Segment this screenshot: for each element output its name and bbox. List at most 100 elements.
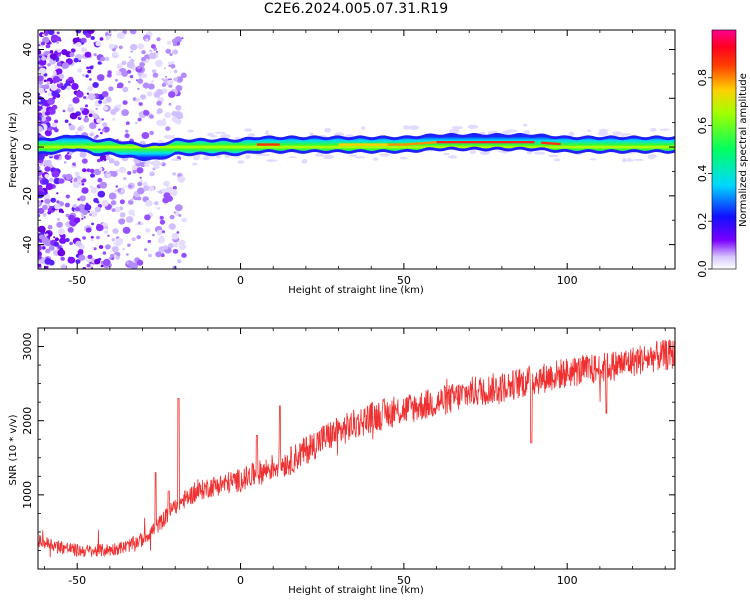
colorbar-ticks: 0.0 0.2 0.4 0.6 0.8 — [696, 69, 712, 278]
noise-blob — [106, 73, 112, 78]
haze-blob — [214, 131, 226, 134]
noise-blob — [138, 102, 143, 106]
noise-blob — [64, 119, 69, 123]
noise-blob — [130, 262, 138, 269]
noise-blob — [38, 87, 45, 94]
noise-blob — [65, 213, 70, 218]
noise-blob — [128, 184, 133, 189]
noise-blob — [97, 158, 101, 163]
noise-blob — [115, 185, 119, 188]
noise-blob — [110, 253, 115, 258]
noise-blob — [117, 82, 124, 89]
noise-blob — [105, 96, 112, 102]
noise-blob — [111, 246, 119, 253]
noise-blob — [101, 91, 109, 98]
noise-blob — [157, 236, 165, 244]
snr-x-ticks: -50 0 50 100 — [44, 328, 666, 587]
noise-blob — [154, 201, 159, 206]
noise-blob — [102, 258, 111, 266]
noise-blob — [75, 131, 79, 135]
haze-blob — [448, 128, 460, 134]
noise-blob — [38, 153, 45, 161]
noise-blob — [125, 185, 128, 188]
colorbar: 0.0 0.2 0.4 0.6 0.8 Normalized spectral ampl… — [696, 29, 749, 278]
noise-blob — [104, 56, 110, 62]
noise-blob — [125, 216, 134, 223]
noise-blob — [98, 100, 102, 104]
noise-blob — [173, 211, 176, 214]
noise-blob — [161, 82, 167, 87]
noise-blob — [69, 241, 73, 246]
noise-blob — [113, 160, 120, 167]
noise-blob — [93, 197, 99, 203]
noise-blob — [172, 186, 177, 190]
y-tick-label: -40 — [21, 236, 34, 254]
haze-blob — [171, 158, 180, 161]
noise-blob — [108, 158, 115, 164]
noise-blob — [61, 210, 65, 214]
x-tick-label: -50 — [68, 274, 86, 287]
noise-blob — [128, 80, 131, 84]
noise-blob — [86, 92, 90, 95]
noise-blob — [169, 53, 173, 56]
noise-blob — [104, 230, 109, 234]
haze-blob — [192, 162, 198, 166]
noise-blob — [48, 245, 55, 251]
noise-blob — [167, 79, 174, 86]
noise-blob — [170, 61, 175, 65]
noise-blob — [85, 227, 92, 233]
noise-blob — [135, 98, 141, 103]
noise-blob — [47, 97, 55, 105]
noise-blob — [44, 258, 52, 265]
noise-blob — [110, 109, 117, 115]
noise-blob — [83, 96, 87, 99]
noise-blob — [45, 183, 54, 190]
haze-blob — [334, 132, 345, 137]
noise-blob — [81, 187, 89, 194]
x-tick-label: 100 — [557, 274, 578, 287]
noise-blob — [147, 83, 155, 90]
noise-blob — [79, 195, 86, 202]
noise-blob — [149, 130, 155, 136]
noise-blob — [73, 165, 77, 169]
noise-blob — [168, 243, 174, 249]
noise-blob — [175, 118, 182, 125]
noise-blob — [147, 185, 155, 192]
noise-blob — [84, 104, 89, 108]
noise-blob — [165, 48, 171, 54]
noise-blob — [97, 61, 102, 65]
noise-blob — [99, 37, 104, 41]
noise-blob — [81, 217, 84, 220]
haze-blob — [403, 125, 410, 130]
noise-blob — [168, 64, 171, 67]
noise-blob — [38, 207, 45, 214]
noise-blob — [126, 261, 129, 264]
noise-blob — [96, 74, 105, 82]
noise-blob — [127, 171, 132, 175]
noise-blob — [142, 34, 151, 42]
noise-blob — [66, 85, 72, 91]
noise-blob — [42, 204, 48, 210]
noise-blob — [117, 188, 122, 193]
y-tick-label: 3000 — [21, 333, 34, 361]
noise-blob — [78, 203, 85, 210]
noise-blob — [80, 151, 87, 157]
noise-blob — [131, 237, 136, 242]
noise-blob — [81, 73, 86, 77]
noise-blob — [45, 248, 51, 254]
haze-blob — [224, 154, 230, 159]
noise-blob — [105, 244, 111, 250]
haze-blob — [502, 150, 508, 154]
noise-blob — [44, 90, 47, 93]
noise-blob — [181, 37, 184, 40]
noise-blob — [65, 173, 73, 181]
x-tick-label: 0 — [237, 574, 244, 587]
noise-blob — [107, 234, 110, 237]
noise-blob — [104, 226, 109, 230]
noise-blob — [177, 259, 182, 264]
noise-blob — [172, 172, 177, 176]
x-tick-label: -50 — [68, 574, 86, 587]
noise-blob — [65, 238, 70, 242]
noise-blob — [125, 121, 130, 125]
noise-blob — [46, 160, 52, 165]
